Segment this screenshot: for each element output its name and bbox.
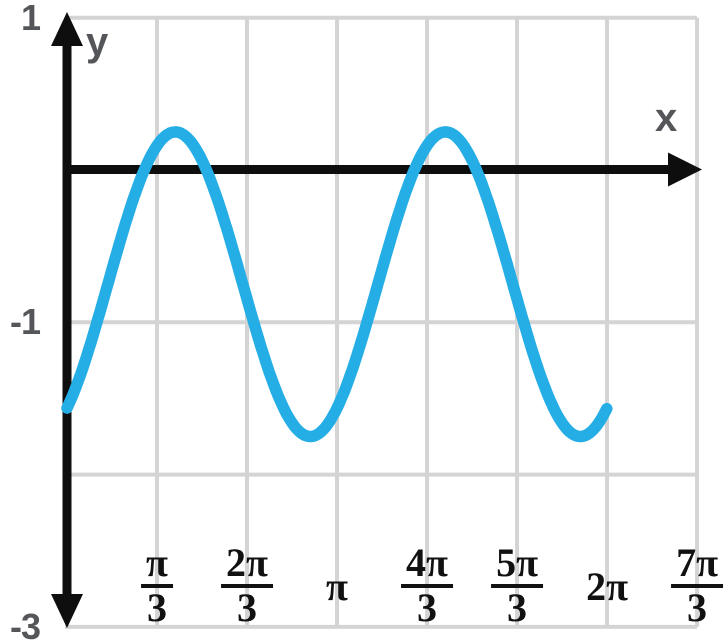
fraction-bar (141, 584, 173, 588)
x-axis-label: x (655, 96, 678, 140)
tick-denominator: 3 (417, 585, 438, 630)
y-axis-arrowhead-up (51, 12, 83, 46)
tick-numerator: 4π (406, 540, 448, 585)
y-tick-label-neg1: -1 (9, 301, 41, 343)
tick-numerator: 7π (676, 540, 719, 585)
tick-numerator: 5π (496, 540, 538, 585)
tick-denominator: 3 (146, 585, 167, 630)
function-curve (61, 126, 613, 443)
x-tick-2pi-over-3: 2π 3 (221, 540, 273, 630)
tick-numerator: π (146, 540, 168, 585)
y-tick-label-1: 1 (20, 0, 41, 38)
x-tick-7pi-over-3: 7π 3 (671, 540, 724, 630)
y-axis-label: y (86, 20, 109, 64)
y-axis-arrowhead-down (51, 594, 83, 628)
x-tick-5pi-over-3: 5π 3 (491, 540, 543, 630)
fraction-bar (221, 584, 273, 588)
gridlines (65, 15, 700, 629)
fraction-bar (491, 584, 543, 588)
x-tick-pi: π (326, 564, 348, 609)
tick-denominator: 3 (507, 585, 528, 630)
y-tick-label-neg3: -3 (9, 605, 41, 644)
fraction-bar (671, 584, 724, 588)
tick-numerator: 2π (226, 540, 268, 585)
fraction-bar (401, 584, 453, 588)
x-tick-4pi-over-3: 4π 3 (401, 540, 453, 630)
x-axis-arrowhead-right (668, 152, 702, 187)
tick-denominator: 3 (236, 585, 257, 630)
x-tick-2pi: 2π (586, 564, 628, 609)
axes (51, 12, 702, 628)
tick-denominator: 3 (687, 585, 708, 630)
x-tick-pi-over-3: π 3 (141, 540, 173, 630)
